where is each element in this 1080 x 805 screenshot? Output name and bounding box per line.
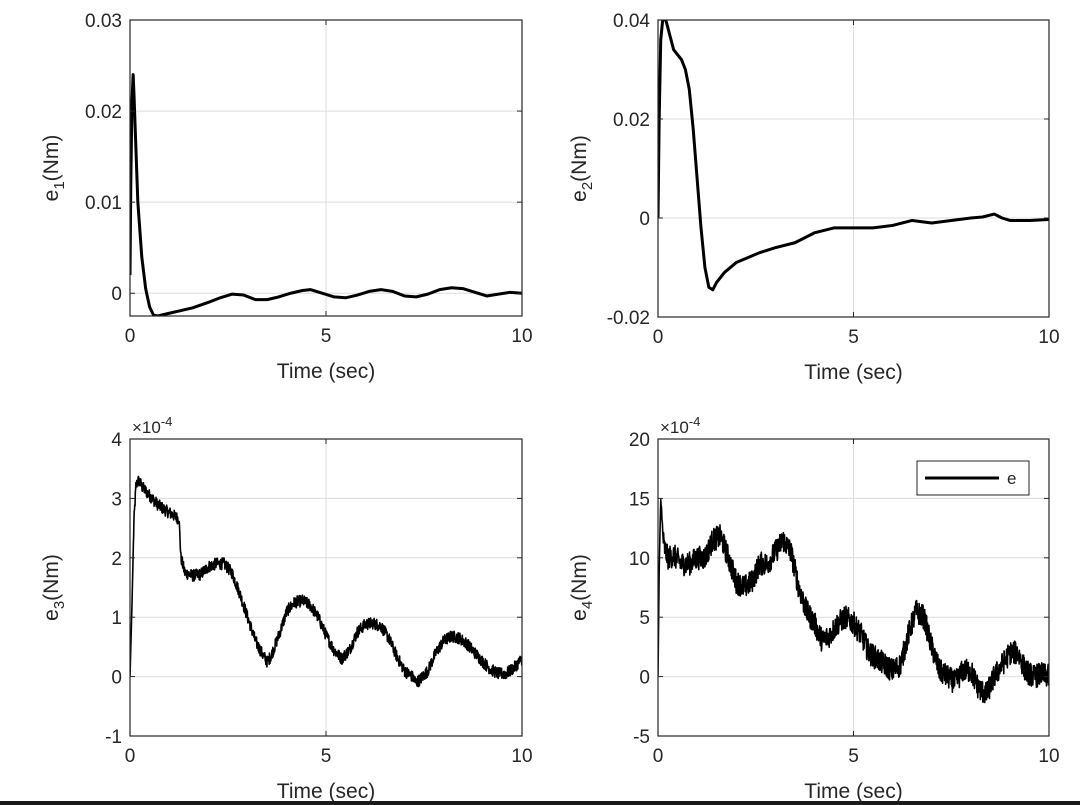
bottom-rule <box>0 801 1080 805</box>
y-axis-label: e3(Nm) <box>40 554 68 621</box>
x-tick-label: 0 <box>653 746 664 767</box>
y-axis-label: e2(Nm) <box>568 135 596 202</box>
x-tick-label: 10 <box>1038 327 1059 348</box>
y-tick-label: 20 <box>629 430 650 451</box>
y-tick-label: 2 <box>111 549 122 570</box>
y-tick-label: 0 <box>639 668 650 689</box>
y-tick-label: 5 <box>639 608 650 629</box>
x-tick-label: 5 <box>321 746 332 767</box>
y-tick-label: 0.03 <box>85 11 122 32</box>
y-axis-label: e4(Nm) <box>568 554 596 621</box>
y-tick-label: 15 <box>629 489 650 510</box>
y-tick-label: 4 <box>111 430 122 451</box>
y-tick-label: 0.02 <box>613 110 650 131</box>
y-tick-label: 0.04 <box>613 11 650 32</box>
x-tick-label: 5 <box>321 326 332 347</box>
y-tick-label: 1 <box>111 608 122 629</box>
x-tick-label: 5 <box>848 746 859 767</box>
series-line-e <box>658 20 1049 292</box>
y-tick-label: 3 <box>111 489 122 510</box>
legend-entry-label: e <box>1007 469 1016 488</box>
legend: e <box>916 460 1030 496</box>
y-tick-label: 0 <box>639 209 650 230</box>
y-tick-label: 0 <box>111 284 122 305</box>
y-tick-label: -5 <box>633 727 650 748</box>
series-line-e <box>130 73 522 316</box>
x-tick-label: 5 <box>848 327 859 348</box>
x-tick-label: 0 <box>125 746 136 767</box>
x-axis-label: Time (sec) <box>277 360 375 383</box>
x-tick-label: 10 <box>511 326 532 347</box>
axis-exponent-label: ×10-4 <box>660 414 700 437</box>
x-axis-label: Time (sec) <box>804 361 902 384</box>
x-tick-label: 0 <box>125 326 136 347</box>
y-tick-label: 0.02 <box>85 102 122 123</box>
subplot-1: 0 5 10 0 0.01 0.02 0.03 Time (sec) e1(Nm) <box>40 11 533 383</box>
x-axis-label: Time (sec) <box>804 780 902 803</box>
y-tick-label: -1 <box>105 727 122 748</box>
y-tick-label: 0.01 <box>85 193 122 214</box>
series-line-e <box>658 498 1049 704</box>
y-axis-label: e1(Nm) <box>40 135 68 202</box>
x-tick-label: 0 <box>653 327 664 348</box>
axis-exponent-label: ×10-4 <box>132 414 172 437</box>
x-tick-label: 10 <box>511 746 532 767</box>
x-tick-label: 10 <box>1038 746 1059 767</box>
series-line-e <box>130 475 522 688</box>
y-tick-label: 10 <box>629 549 650 570</box>
x-axis-label: Time (sec) <box>277 780 375 803</box>
y-tick-label: -0.02 <box>607 308 650 329</box>
y-tick-label: 0 <box>111 668 122 689</box>
